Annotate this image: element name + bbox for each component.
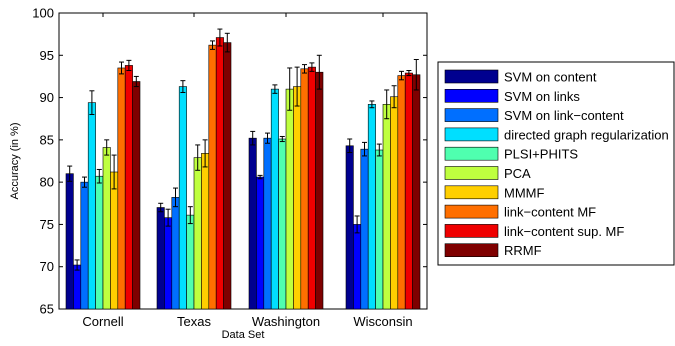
bar: [124, 65, 133, 310]
legend-label: link−content sup. MF: [504, 224, 624, 239]
legend: SVM on content SVM on links SVM on link−co…: [437, 61, 675, 266]
bar: [215, 37, 224, 310]
bar: [80, 181, 89, 310]
bar: [95, 175, 104, 310]
y-tick-label: 90: [40, 90, 54, 105]
bar: [285, 88, 294, 310]
bar: [397, 75, 406, 310]
y-tick-label: 65: [40, 302, 54, 317]
bar: [65, 173, 74, 310]
legend-label: SVM on link−content: [504, 108, 624, 123]
bar: [382, 104, 391, 310]
legend-swatch: [444, 89, 499, 103]
bar: [73, 264, 82, 310]
legend-swatch: [444, 185, 499, 200]
legend-swatch: [444, 224, 499, 238]
y-tick-label: 80: [40, 175, 54, 190]
y-tick-label: 100: [32, 6, 54, 21]
bar: [248, 137, 257, 310]
bar: [270, 88, 279, 310]
legend-label: RRMF: [504, 243, 542, 258]
legend-label: directed graph regularization: [504, 127, 669, 142]
y-axis-label: Accuracy (in %): [9, 122, 21, 199]
y-tick-label: 75: [40, 217, 54, 232]
y-tick-label: 95: [40, 48, 54, 63]
plot-frame: [58, 12, 428, 310]
y-tick-label: 70: [40, 259, 54, 274]
bar: [193, 157, 202, 310]
bar: [110, 171, 119, 310]
bar: [208, 44, 217, 310]
legend-swatch: [444, 166, 499, 180]
bar: [278, 138, 287, 310]
bar: [345, 145, 354, 310]
bar: [404, 72, 413, 310]
bar: [256, 176, 265, 310]
bar: [293, 86, 302, 310]
bar: [102, 147, 111, 310]
bar: [390, 96, 399, 310]
legend-label: PLSI+PHITS: [504, 147, 578, 162]
bar: [201, 153, 210, 310]
bar: [117, 67, 126, 310]
bar: [360, 148, 369, 310]
y-tick-label: 85: [40, 132, 54, 147]
bar: [367, 104, 376, 310]
legend-swatch: [444, 127, 499, 142]
legend-label: SVM on content: [504, 70, 597, 85]
bar: [132, 81, 141, 310]
bar: [156, 207, 165, 310]
bar: [375, 149, 384, 310]
legend-label: SVM on links: [504, 89, 580, 104]
bar: [353, 224, 362, 310]
bar: [315, 71, 324, 310]
bar: [300, 68, 309, 310]
legend-swatch: [444, 243, 499, 257]
bar: [164, 217, 173, 310]
plot-area: 65 70 75 80 85 90 95 100 Cornell Texas Washington W…: [9, 6, 428, 341]
x-tick-label: Washington: [252, 314, 320, 329]
bar: [186, 214, 195, 310]
legend-swatch: [444, 69, 499, 84]
legend-swatch: [444, 146, 499, 161]
x-tick-label: Texas: [177, 314, 211, 329]
legend-label: PCA: [504, 166, 531, 181]
x-axis-label: Data Set: [222, 329, 265, 341]
legend-label: link−content MF: [504, 205, 596, 220]
bar: [87, 102, 96, 310]
legend-label: MMMF: [504, 185, 544, 200]
bar: [307, 66, 316, 310]
bar: [412, 74, 421, 310]
x-tick-label: Wisconsin: [353, 314, 412, 329]
bar: [171, 197, 180, 310]
legend-swatch: [444, 108, 499, 122]
legend-swatch: [444, 204, 499, 219]
bar: [178, 86, 187, 310]
bar: [223, 42, 232, 310]
bar: [263, 137, 272, 310]
x-tick-label: Cornell: [82, 314, 123, 329]
